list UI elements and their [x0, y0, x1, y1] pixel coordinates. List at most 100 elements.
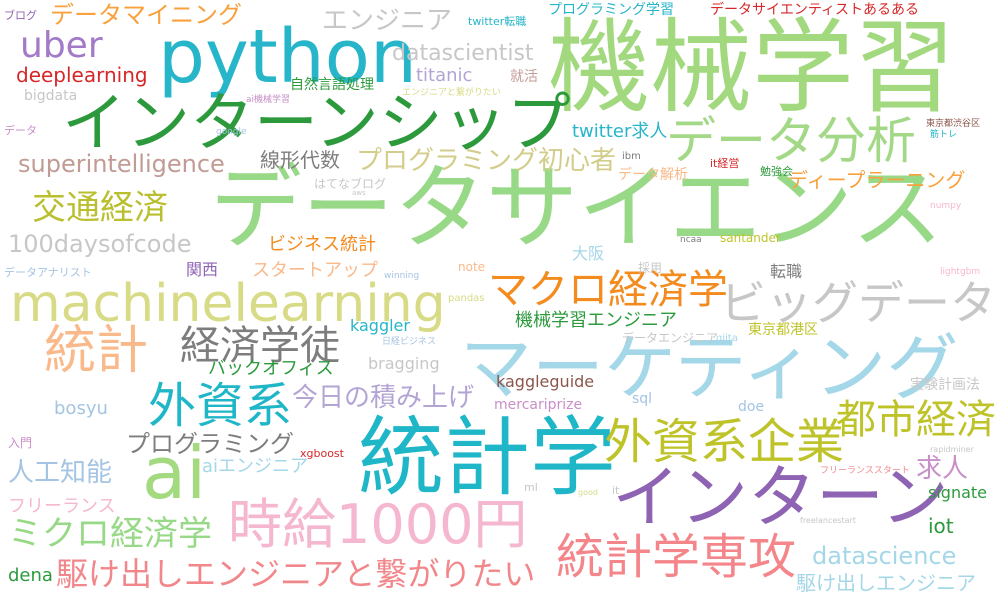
word-big-data: ビッグデータ: [720, 276, 996, 330]
word-numpy: numpy: [930, 201, 962, 211]
word-bosyu: bosyu: [54, 398, 108, 419]
word-pandas: pandas: [448, 293, 485, 304]
word-lightgbm: lightgbm: [940, 267, 981, 277]
word-shizen-gengo: 自然言語処理: [290, 77, 374, 93]
word-data-science-jp: データサイエンス: [210, 155, 944, 262]
word-jinkou-chinou: 人工知能: [8, 458, 113, 488]
word-good: good: [578, 488, 598, 497]
word-ncaa: ncaa: [680, 235, 702, 245]
word-freelance: フリーランス: [8, 496, 116, 517]
word-toshi-keizai: 都市経済: [836, 397, 996, 443]
word-sql: sql: [632, 391, 653, 407]
word-kikai-gakushu: 機械学習: [548, 9, 956, 128]
word-data-bunseki: データ分析: [666, 112, 916, 170]
word-deep-learning-jp: ディープラーニング: [788, 168, 966, 192]
word-datascience: datascience: [812, 542, 957, 570]
word-programming: プログラミング: [126, 430, 294, 458]
word-superintelligence: superintelligence: [18, 150, 225, 178]
word-kintore: 筋トレ: [930, 130, 958, 140]
word-rapidminer: rapidminer: [930, 445, 974, 454]
word-benkyoukai: 勉強会: [760, 165, 793, 178]
word-twitter-kyuujin: twitter求人: [572, 121, 668, 142]
word-startup: スタートアップ: [252, 260, 378, 281]
word-toukei: 統計: [44, 321, 149, 381]
word-programming-beginner: プログラミング初心者: [356, 146, 617, 176]
word-programming-gakushu: プログラミング学習: [548, 2, 674, 18]
word-internship: インターンシップ: [62, 87, 571, 161]
word-keizai-gakuto: 経済学徒: [180, 323, 340, 369]
word-toukeigaku-senkou: 統計学専攻: [556, 529, 797, 585]
word-data-analyst: データアナリスト: [4, 266, 92, 279]
word-freelancestart: freelancestart: [800, 516, 856, 525]
word-nyuumon: 入門: [8, 436, 33, 450]
word-macro-economics: マクロ経済学: [488, 267, 728, 313]
word-gaishikei-kigyo: 外資系企業: [604, 414, 845, 470]
word-titanic: titanic: [416, 65, 473, 86]
word-xgboost: xgboost: [300, 447, 344, 460]
word-google: google: [216, 127, 247, 137]
word-aws: aws: [352, 189, 366, 197]
word-saiyou: 採用: [638, 261, 663, 275]
word-data: データ: [4, 124, 37, 137]
word-ml: ml: [524, 481, 538, 494]
word-nikkei-business: 日経ビジネス: [382, 337, 437, 347]
word-engineer-tsunagari: エンジニアと繋がりたい: [402, 88, 501, 98]
word-back-office: バックオフィス: [208, 358, 334, 379]
word-doe: doe: [738, 399, 765, 415]
word-senkei-daisuu: 線形代数: [260, 148, 340, 172]
word-kakedashi-engineer: 駆け出しエンジニア: [796, 571, 976, 595]
word-ml-engineer: 機械学習エンジニア: [515, 310, 677, 331]
word-osaka: 大阪: [572, 244, 605, 263]
word-data-scientist-aruaru: データサイエンティストあるある: [710, 2, 920, 18]
word-ai: ai: [142, 431, 207, 515]
word-kaggleguide: kaggleguide: [496, 372, 595, 391]
word-ai-engineer: aiエンジニア: [202, 456, 309, 477]
word-data-kaiseki: データ解析: [618, 167, 688, 183]
word-business-toukei: ビジネス統計: [268, 234, 376, 255]
word-engineer: エンジニア: [322, 6, 453, 36]
word-kyuujin: 求人: [916, 454, 969, 484]
word-signate: signate: [928, 483, 987, 502]
word-tenshoku: 転職: [770, 262, 803, 281]
word-tokyo-shibuya: 東京都渋谷区: [926, 119, 981, 129]
word-iot: iot: [928, 514, 954, 538]
word-shukatsu: 就活: [510, 69, 538, 85]
word-kyou-no-tsumiage: 今日の積み上げ: [292, 383, 475, 413]
word-kaggler: kaggler: [350, 316, 410, 335]
word-ibm: ibm: [622, 151, 641, 162]
word-santander: santander: [720, 231, 781, 245]
word-freelance-start: フリーランススタート: [820, 466, 910, 476]
word-koutsuu-keizai: 交通経済: [32, 188, 168, 228]
word-ai-kikai-gakushu: ai機械学習: [246, 95, 291, 105]
word-hatena-blog: はてなブログ: [314, 177, 387, 191]
word-note: note: [458, 260, 486, 274]
word-kakedashi-tsunagari: 駆け出しエンジニアと繋がりたい: [56, 555, 536, 593]
word-jikyu-1000: 時給1000円: [228, 493, 528, 556]
word-datascientist: datascientist: [392, 41, 534, 66]
word-marketing: マーケティング: [460, 326, 959, 410]
word-it-keiei: it経営: [710, 157, 740, 170]
word-data-engineer: データエンジニア: [622, 331, 719, 345]
word-uber: uber: [20, 25, 103, 66]
word-kansai: 関西: [186, 260, 219, 279]
word-twitter-tenshoku: twitter転職: [468, 15, 527, 28]
word-winning: winning: [384, 271, 420, 281]
word-blog: ブログ: [4, 9, 37, 22]
word-jikken-keikaku: 実験計画法: [910, 377, 980, 393]
word-it: it: [612, 484, 620, 497]
word-gaishikei: 外資系: [148, 378, 293, 434]
word-dena: dena: [8, 565, 53, 586]
word-tokyo-minato: 東京都港区: [748, 322, 818, 338]
word-deeplearning: deeplearning: [16, 63, 148, 87]
word-qiita: qiita: [716, 333, 738, 344]
word-micro-economics: ミクロ経済学: [8, 514, 212, 554]
word-toukeigaku: 統計学: [358, 408, 616, 508]
word-mercariprize: mercariprize: [494, 397, 583, 413]
word-100daysofcode: 100daysofcode: [8, 230, 192, 258]
word-bigdata: bigdata: [24, 88, 78, 104]
word-python: python: [158, 14, 417, 100]
word-intern: インターン: [612, 459, 949, 538]
word-data-mining: データマイニング: [50, 1, 242, 29]
word-bragging: bragging: [368, 354, 440, 373]
